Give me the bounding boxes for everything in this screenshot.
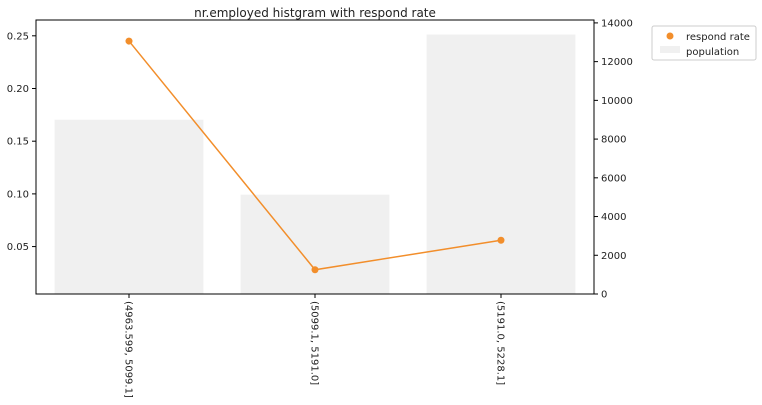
y-left-tick-label-4: 0.25 (7, 31, 29, 42)
legend-swatch-population (660, 46, 680, 53)
y-right-tick-label-1: 2000 (601, 251, 626, 262)
y-left-tick-label-0: 0.05 (7, 242, 29, 253)
y-right-tick-label-0: 0 (601, 290, 607, 301)
x-tick-label-2: (5191.0, 5228.1] (495, 301, 506, 385)
y-left-tick-label-3: 0.20 (7, 84, 29, 95)
legend-label-population: population (686, 47, 739, 58)
y-axis-left: 0.05 0.10 0.15 0.20 0.25 (7, 31, 36, 253)
y-right-tick-label-5: 10000 (601, 96, 633, 107)
x-tick-label-1: (5099.1, 5191.0] (309, 301, 320, 385)
bar-population-0 (54, 119, 204, 294)
bar-population-2 (426, 34, 576, 294)
point-respond-rate-1 (311, 266, 319, 274)
y-axis-right: 0 2000 4000 6000 8000 10000 12000 14000 (594, 18, 633, 301)
legend-marker-respond-rate (666, 32, 674, 40)
bar-population-1 (240, 194, 390, 294)
y-right-tick-label-4: 8000 (601, 135, 626, 146)
legend: respond rate population (651, 25, 757, 61)
bars-layer (54, 34, 576, 294)
legend-label-respond-rate: respond rate (686, 32, 750, 43)
chart-title: nr.employed histgram with respond rate (194, 6, 436, 20)
y-right-tick-label-3: 6000 (601, 173, 626, 184)
y-right-tick-label-2: 4000 (601, 212, 626, 223)
point-respond-rate-2 (497, 236, 505, 244)
x-axis: (4963.599, 5099.1] (5099.1, 5191.0] (5191.… (123, 294, 506, 398)
y-right-tick-label-7: 14000 (601, 18, 633, 29)
y-left-tick-label-2: 0.15 (7, 137, 29, 148)
x-tick-label-0: (4963.599, 5099.1] (123, 301, 134, 398)
y-right-tick-label-6: 12000 (601, 57, 633, 68)
line-layer (125, 37, 505, 274)
point-respond-rate-0 (125, 37, 133, 45)
y-left-tick-label-1: 0.10 (7, 189, 29, 200)
